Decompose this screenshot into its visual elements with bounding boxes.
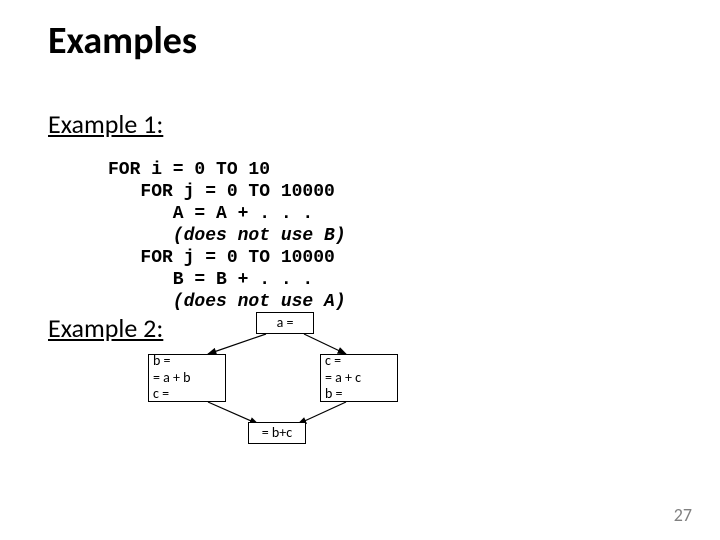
box-text: b = (153, 353, 221, 370)
code-line: A = A + . . . (108, 204, 313, 224)
code-line: (does not use B) (108, 226, 346, 246)
example-2-diagram: a = b = = a + b c = c = = a + c b = = b+… (148, 310, 428, 490)
diagram-left-box: b = = a + b c = (148, 354, 226, 402)
page-number: 27 (674, 504, 692, 526)
box-text: b = (325, 386, 393, 403)
box-text: c = (153, 386, 221, 403)
example-2-heading: Example 2: (48, 312, 163, 344)
code-line: FOR i = 0 TO 10 (108, 160, 270, 180)
slide-title: Examples (48, 18, 197, 64)
code-line: FOR j = 0 TO 10000 (108, 182, 335, 202)
box-text: c = (325, 353, 393, 370)
diagram-bottom-box: = b+c (248, 422, 306, 444)
code-line: FOR j = 0 TO 10000 (108, 248, 335, 268)
code-line: B = B + . . . (108, 270, 313, 290)
box-text: = b+c (262, 425, 292, 442)
example-1-heading: Example 1: (48, 108, 163, 140)
diagram-top-box: a = (256, 312, 314, 334)
example-1-code: FOR i = 0 TO 10 FOR j = 0 TO 10000 A = A… (108, 160, 346, 314)
code-line: (does not use A) (108, 292, 346, 312)
box-text: a = (277, 315, 294, 332)
diagram-right-box: c = = a + c b = (320, 354, 398, 402)
box-text: = a + b (153, 370, 221, 387)
box-text: = a + c (325, 370, 393, 387)
